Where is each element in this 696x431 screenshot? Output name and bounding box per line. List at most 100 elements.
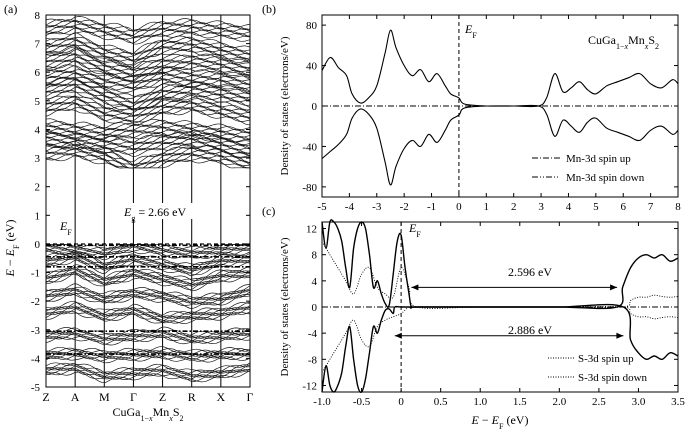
- band-line: [45, 146, 251, 166]
- kpoint-label: Z: [42, 390, 49, 404]
- band-line: [45, 140, 251, 163]
- kpoint-label: X: [217, 390, 226, 404]
- xtick-label: -3: [372, 201, 382, 213]
- band-line: [45, 272, 251, 292]
- ytick-label: 7: [35, 39, 41, 51]
- band-line: [45, 256, 251, 277]
- xtick-label: -4: [345, 201, 355, 213]
- dos-series-1: [321, 104, 679, 186]
- band-line: [45, 31, 251, 45]
- xtick-label: 1.0: [473, 396, 487, 408]
- band-line: [45, 19, 251, 32]
- band-line: [45, 118, 251, 131]
- band-line: [45, 331, 251, 342]
- band-line: [45, 291, 251, 305]
- panel-c-frame: [321, 221, 679, 393]
- band-line: [45, 306, 251, 320]
- dos-series-0: [321, 219, 679, 310]
- band-line: [45, 53, 251, 71]
- band-line: [45, 268, 251, 282]
- band-line: [45, 352, 251, 361]
- band-line: [45, 129, 251, 144]
- band-line: [45, 95, 251, 115]
- band-line: [45, 123, 251, 136]
- kpoint-label: M: [99, 390, 110, 404]
- band-line: [45, 107, 251, 124]
- panel-c-gap2-label: 2.886 eV: [508, 323, 552, 337]
- band-line: [45, 300, 251, 316]
- band-line: [45, 138, 251, 154]
- band-line: [45, 16, 251, 32]
- panel-a: (a) Z A M Γ Z R X Γ 8 7 6 5 4 3 2 1 0 -1 -2 -3 -4 -5 E − EF (…: [3, 2, 254, 423]
- ytick-label: -4: [308, 328, 318, 340]
- band-line: [45, 293, 251, 306]
- kpoint-label: Z: [159, 390, 166, 404]
- xtick-label: -0.5: [353, 396, 371, 408]
- panel-b-ef-label: EF: [464, 22, 477, 40]
- panel-b: (b) -5 -4 -3 -2 -1 0 1 2 3 4 5 6 7 8 80 40 0 -40 -80 Densi…: [262, 2, 681, 213]
- xtick-label: 3.0: [632, 396, 646, 408]
- band-line: [45, 152, 251, 169]
- band-line: [45, 353, 251, 362]
- band-line: [45, 362, 251, 375]
- band-line: [45, 267, 251, 285]
- band-line: [45, 72, 251, 89]
- ytick-label: 12: [306, 224, 317, 236]
- band-line: [45, 367, 251, 380]
- ytick-label: 6: [35, 67, 41, 79]
- band-line: [45, 129, 251, 141]
- panel-a-label: (a): [4, 2, 17, 16]
- band-line: [45, 335, 251, 346]
- panel-a-xlabel: CuGa1−xMnxS2: [113, 405, 184, 423]
- ytick-label: -5: [31, 382, 41, 394]
- ytick-label: -1: [31, 268, 40, 280]
- kpoint-label: A: [71, 390, 80, 404]
- xtick-label: 5: [593, 201, 599, 213]
- band-line: [45, 248, 251, 259]
- band-line: [45, 330, 251, 341]
- band-line: [45, 39, 251, 62]
- ytick-label: 8: [312, 250, 318, 262]
- band-line: [45, 311, 251, 324]
- band-line: [45, 53, 251, 71]
- panel-c-ef-label: EF: [408, 221, 421, 239]
- band-line: [45, 83, 251, 103]
- band-line: [45, 44, 251, 62]
- band-line: [45, 285, 251, 301]
- xtick-label: 0: [456, 201, 462, 213]
- xtick-label: 1.5: [513, 396, 527, 408]
- panel-c-gap1-label: 2.596 eV: [508, 265, 552, 279]
- ytick-label: 5: [35, 96, 41, 108]
- panel-a-frame: [45, 14, 251, 388]
- band-line: [45, 348, 251, 357]
- ytick-label: 0: [35, 239, 41, 251]
- ytick-label: -4: [31, 353, 41, 365]
- xtick-label: -1.0: [313, 396, 331, 408]
- xtick-label: 8: [675, 201, 681, 213]
- band-line: [45, 346, 251, 354]
- panel-c-xlabel: E − EF (eV): [471, 413, 529, 431]
- gap-arrowhead: [394, 332, 402, 339]
- legend-s-down-label: S-3d spin down: [578, 372, 648, 384]
- ytick-label: 2: [35, 182, 41, 194]
- band-line: [45, 351, 251, 360]
- band-line: [45, 264, 251, 282]
- band-line: [45, 151, 251, 169]
- legend-mn-up-label: Mn-3d spin up: [566, 153, 631, 165]
- band-line: [45, 53, 251, 75]
- xtick-label: 0.5: [434, 396, 448, 408]
- gap-arrowhead: [411, 284, 419, 291]
- band-line: [45, 44, 251, 66]
- kpoint-label: Γ: [247, 390, 254, 404]
- band-line: [45, 83, 251, 105]
- band-line: [45, 122, 251, 135]
- band-line: [45, 364, 251, 378]
- xtick-label: 1: [484, 201, 490, 213]
- band-line: [45, 288, 251, 301]
- band-line: [45, 301, 251, 319]
- band-line: [45, 64, 251, 80]
- xtick-label: 2: [511, 201, 517, 213]
- band-line: [45, 77, 251, 97]
- xtick-label: 2.0: [552, 396, 566, 408]
- band-line: [45, 126, 251, 141]
